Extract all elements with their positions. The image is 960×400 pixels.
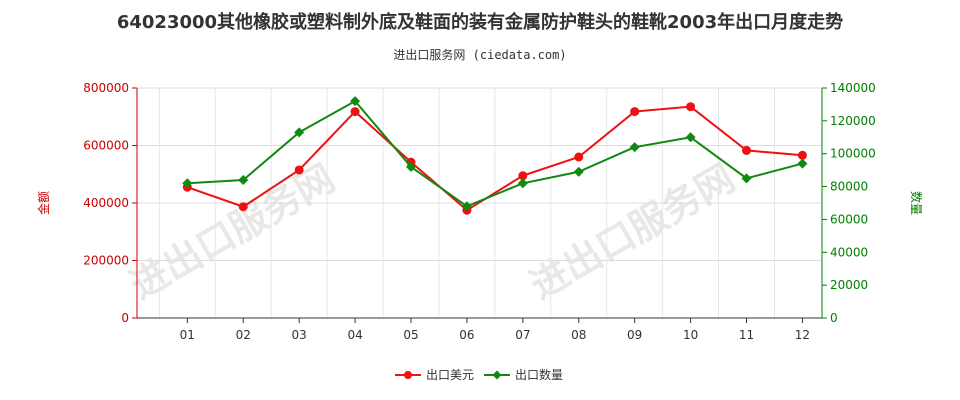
y-tick-left-label: 0 [121, 311, 129, 325]
y-tick-right-label: 20000 [830, 278, 868, 292]
chart-title: 64023000其他橡胶或塑料制外底及鞋面的装有金属防护鞋头的鞋靴2003年出口… [116, 12, 844, 33]
watermark-text: 进出口服务网 [123, 156, 342, 308]
y-tick-right-label: 60000 [830, 212, 868, 226]
y-tick-right-label: 80000 [830, 180, 868, 194]
y-tick-left-label: 600000 [83, 139, 129, 153]
data-point-amount [294, 165, 304, 175]
data-point-amount [630, 107, 640, 117]
legend-label-2: 出口数量 [515, 367, 563, 382]
x-tick-label: 04 [347, 328, 362, 342]
axes-layer: 0 200000 400000 600000 800000 0 20000 40000 6000… [36, 81, 924, 342]
data-point-amount [238, 202, 248, 212]
y-tick-right-label: 120000 [830, 114, 876, 128]
data-point-amount [742, 145, 752, 155]
x-tick-label: 02 [236, 328, 251, 342]
y-tick-right-label: 40000 [830, 245, 868, 259]
legend-marker-quantity [492, 370, 502, 380]
data-point-amount [518, 171, 528, 181]
x-tick-label: 06 [459, 328, 474, 342]
data-point-quantity [517, 178, 528, 189]
data-point-quantity [797, 158, 808, 169]
data-point-amount [574, 152, 584, 162]
data-point-quantity [294, 127, 305, 138]
x-tick-label: 12 [795, 328, 810, 342]
data-point-quantity [238, 175, 249, 185]
y-tick-right-label: 100000 [830, 147, 876, 161]
x-tick-label: 05 [403, 328, 418, 342]
series-line-2 [187, 99, 803, 208]
x-tick-label: 03 [292, 328, 307, 342]
legend-label-1: 出口美元 [426, 368, 474, 382]
y-tick-left-label: 400000 [83, 196, 129, 210]
data-point-quantity [406, 161, 416, 172]
y-tick-right-label: 140000 [830, 81, 876, 95]
legend: 出口美元 出口数量 [395, 367, 563, 382]
series-layer [182, 96, 808, 215]
data-point-quantity [685, 132, 696, 143]
data-point-quantity [741, 173, 752, 184]
x-tick-label: 07 [515, 328, 530, 342]
y-tick-left-label: 200000 [83, 254, 129, 268]
y-tick-right-label: 0 [830, 311, 838, 325]
x-tick-label: 11 [739, 328, 754, 342]
y-tick-left-label: 800000 [83, 81, 129, 95]
chart-subtitle: 进出口服务网 (ciedata.com) [393, 48, 567, 62]
data-point-quantity [573, 166, 584, 177]
data-point-quantity [461, 201, 472, 212]
legend-marker-amount [404, 371, 412, 379]
y-axis-right-title: 数量 [909, 191, 924, 215]
data-point-quantity [629, 142, 640, 153]
data-point-amount [350, 107, 360, 117]
data-point-amount [797, 150, 807, 160]
watermark-text: 进出口服务网 [523, 156, 742, 308]
x-tick-label: 10 [683, 328, 698, 342]
x-tick-label: 09 [627, 328, 642, 342]
series-line-1 [186, 105, 803, 212]
x-tick-label: 08 [571, 328, 586, 342]
x-tick-label: 01 [180, 328, 195, 342]
y-axis-left-title: 金额 [36, 191, 51, 215]
data-point-quantity [182, 178, 193, 189]
data-point-amount [686, 102, 696, 112]
data-point-quantity [350, 96, 361, 107]
